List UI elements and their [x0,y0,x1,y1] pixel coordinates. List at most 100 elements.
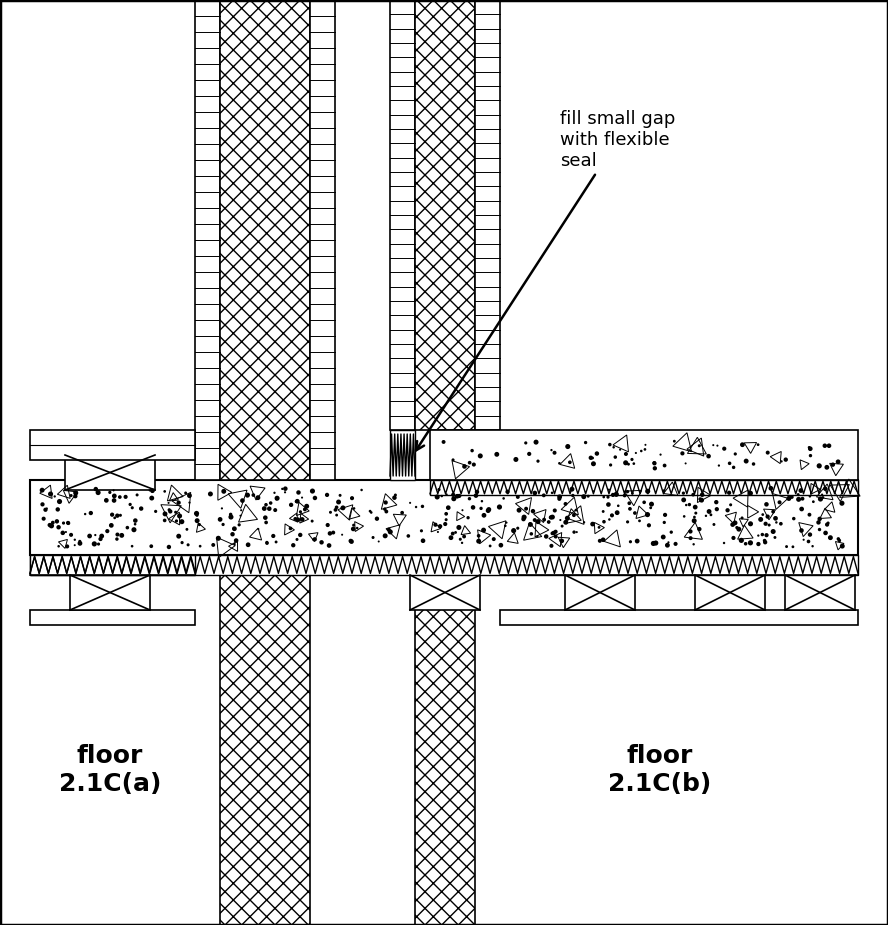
Point [759,528,773,543]
Point [710,495,724,510]
Point [726,531,741,546]
Point [617,488,631,503]
Point [669,536,683,551]
Point [50,514,64,529]
Point [835,496,849,511]
Point [768,511,782,525]
Point [60,539,75,554]
Point [722,486,736,500]
Point [802,440,816,455]
Point [157,513,171,528]
Point [743,486,757,500]
Point [95,529,109,544]
Point [67,537,82,552]
Point [735,438,749,452]
Point [638,442,652,457]
Point [145,490,159,505]
Point [766,504,781,519]
Point [526,504,540,519]
Point [555,519,569,534]
Point [450,488,464,503]
Point [735,511,749,525]
Point [438,517,452,532]
Bar [220,0,310,480]
Point [603,438,617,452]
Point [148,504,163,519]
Point [68,486,83,500]
Point [684,524,698,539]
Point [226,527,240,542]
Point [519,436,533,450]
Point [107,488,122,503]
Point [586,484,600,499]
Point [622,457,636,472]
Point [305,513,320,528]
Point [702,504,717,519]
Point [329,500,344,514]
Point [667,434,681,449]
Point [530,529,544,544]
Point [791,492,805,507]
Point [787,512,801,526]
Point [679,498,694,512]
Point [477,523,491,537]
Point [189,506,203,521]
Point [756,507,770,522]
Point [295,512,309,527]
Point [193,517,207,532]
Point [819,525,833,540]
Point [712,458,726,473]
Point [289,494,304,509]
Point [170,513,184,528]
Point [258,501,272,516]
Point [278,485,292,500]
Point [78,507,92,522]
Point [585,450,599,465]
Point [295,512,309,526]
Bar [415,555,475,925]
Point [803,441,817,456]
Bar [565,575,635,610]
Point [93,532,107,547]
Point [552,489,567,504]
Point [813,522,827,536]
Point [813,459,827,474]
Point [774,454,789,469]
Point [441,500,456,515]
Point [234,503,249,518]
Point [688,500,702,514]
Point [803,507,817,522]
Point [467,457,481,472]
Point [456,503,470,518]
Point [806,494,821,509]
Point [717,536,731,550]
Bar [475,555,500,575]
Point [260,536,274,550]
Point [804,449,818,463]
Bar [30,430,195,460]
Bar [65,455,155,490]
Point [764,481,778,496]
Point [803,489,817,504]
Point [88,527,102,542]
Point [499,515,513,530]
Point [549,524,563,539]
Text: floor
2.1C(b): floor 2.1C(b) [608,744,711,796]
Point [455,536,469,550]
Point [290,494,305,509]
Point [473,449,488,463]
Point [171,495,186,510]
Bar [390,430,415,480]
Point [215,501,229,516]
Point [570,524,584,539]
Point [107,511,122,525]
Point [439,506,453,521]
Point [761,445,775,460]
Point [728,447,742,462]
Point [61,515,75,530]
Bar [430,480,858,495]
Point [686,536,701,551]
Point [268,502,282,517]
Point [229,533,243,548]
Point [267,486,281,500]
